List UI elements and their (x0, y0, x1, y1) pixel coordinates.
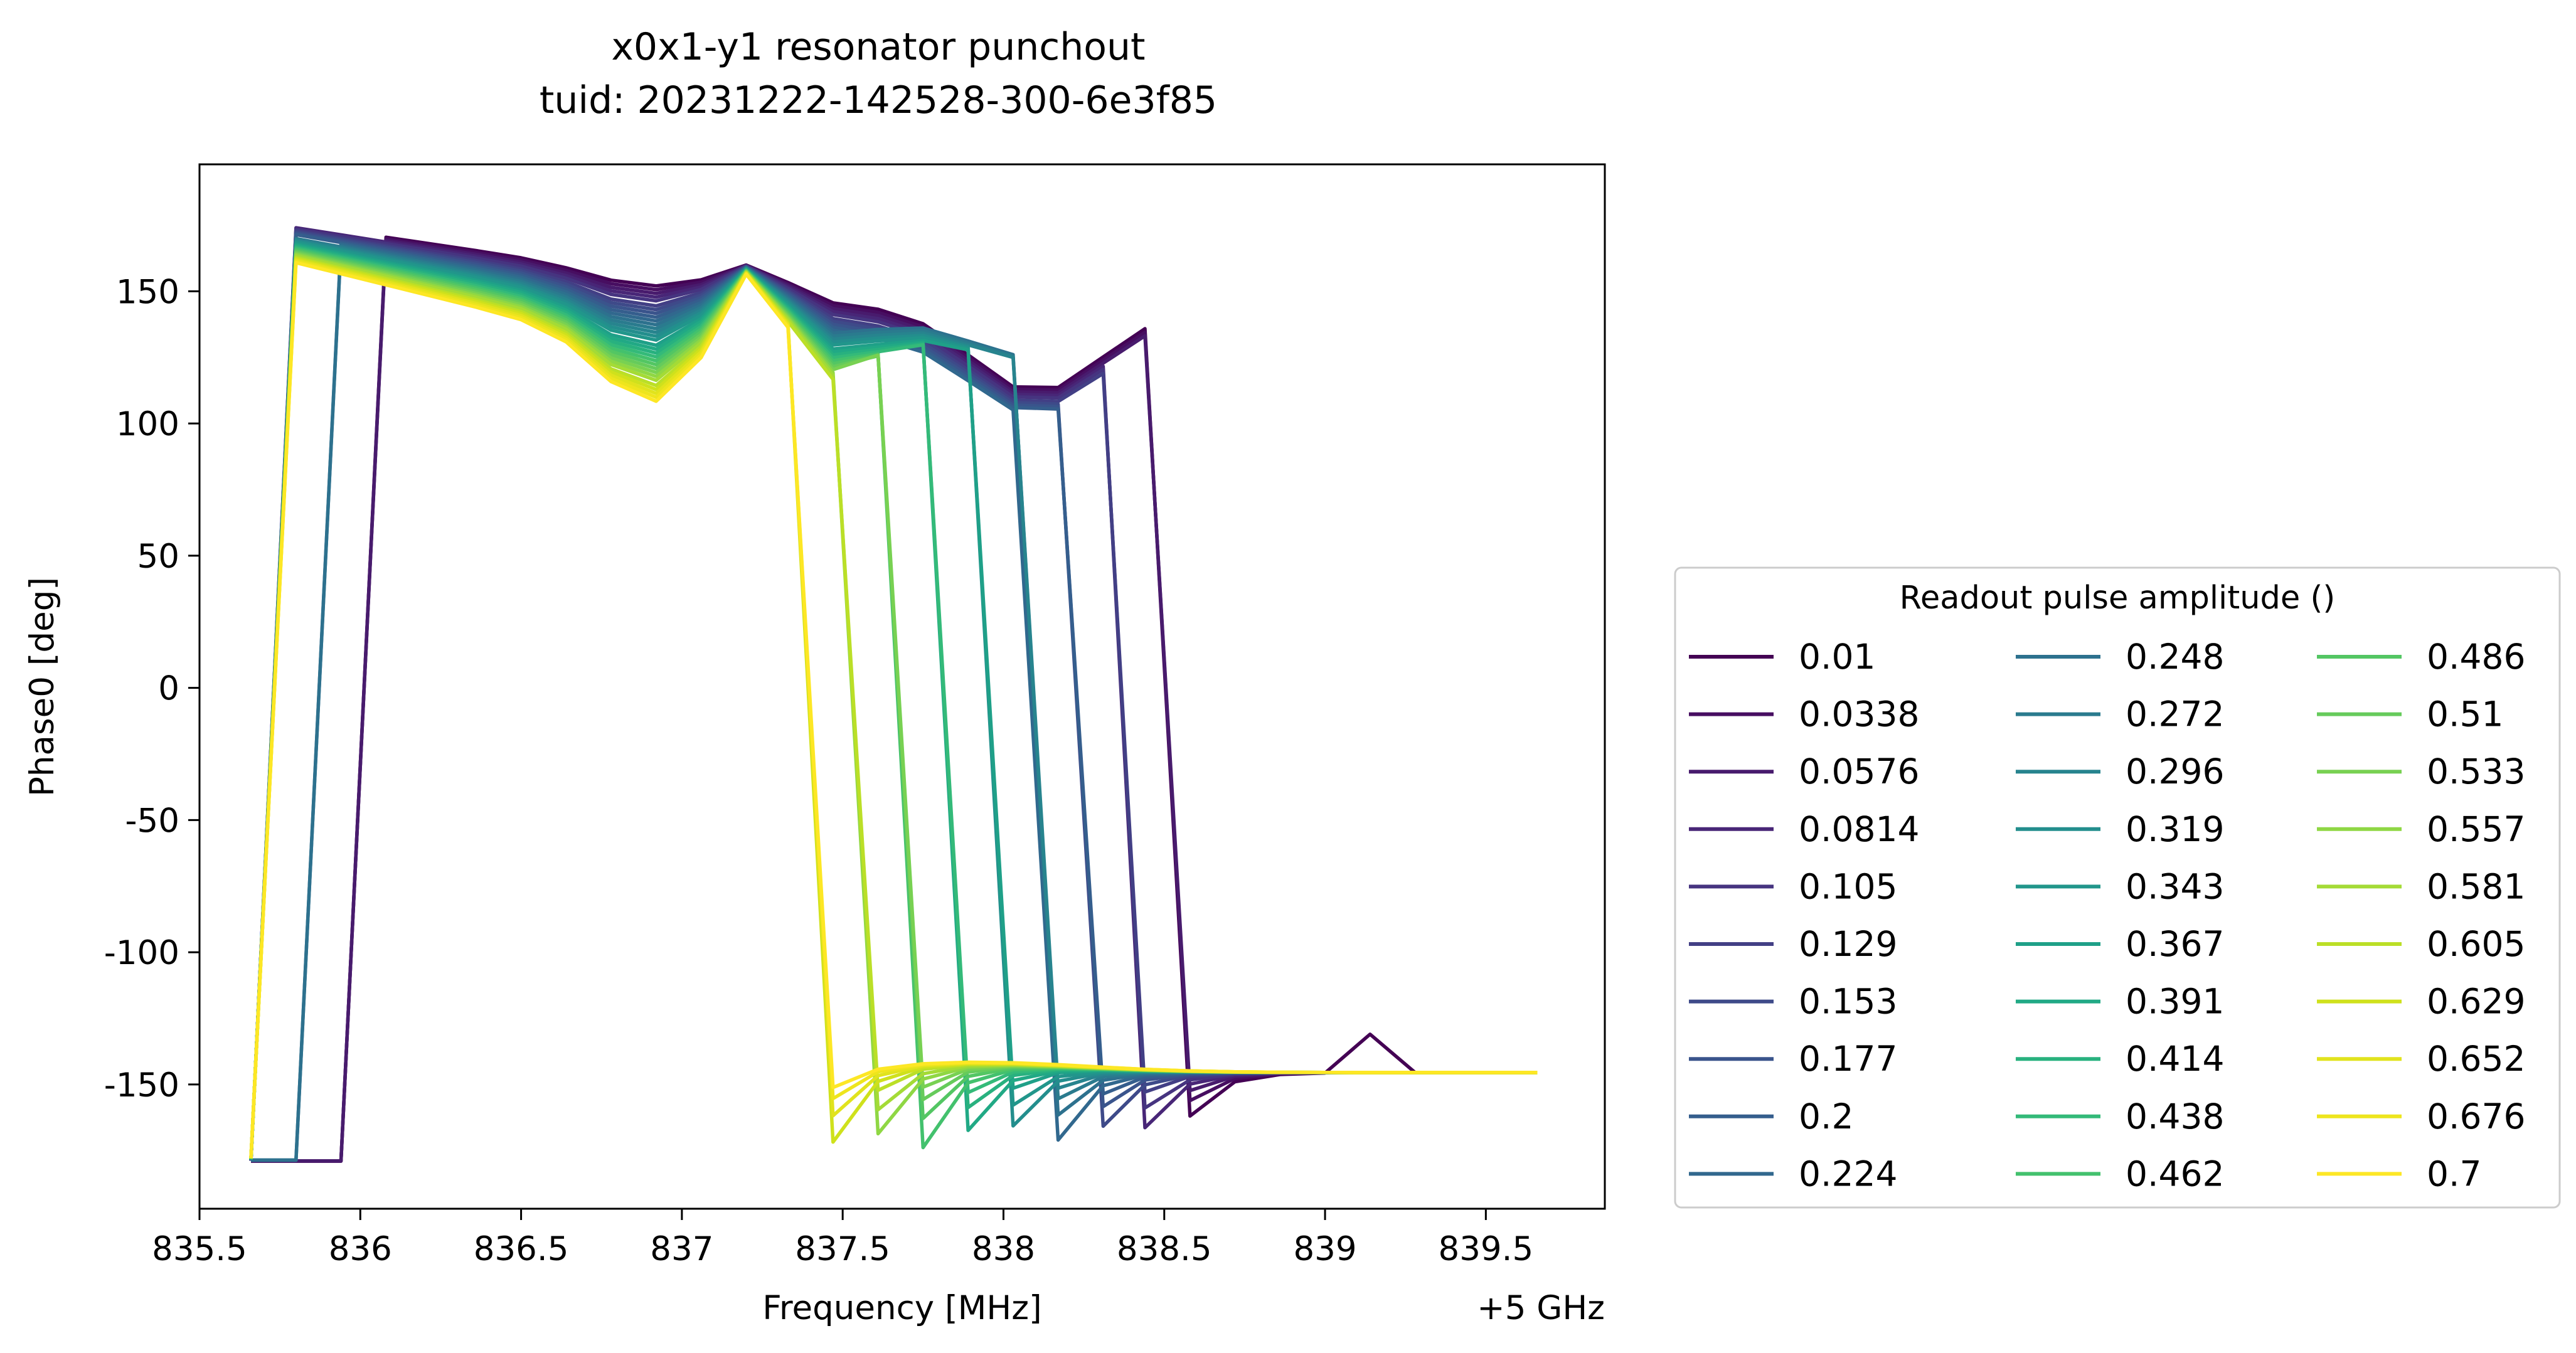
x-axis-label: Frequency [MHz] (762, 1289, 1041, 1327)
series-layer (249, 226, 1538, 1163)
series-line-0-0338 (251, 236, 1538, 1163)
y-tick-label: -150 (104, 1066, 179, 1105)
chart-subtitle: tuid: 20231222-142528-300-6e3f85 (540, 78, 1217, 122)
y-tick-label: -100 (104, 934, 179, 972)
series-line-0-105 (249, 227, 1538, 1161)
series-line-0-652 (249, 258, 1538, 1159)
x-axis-offset-label: +5 GHz (1477, 1289, 1605, 1327)
y-axis-label: Phase0 [deg] (23, 577, 61, 797)
legend-label: 0.557 (2427, 809, 2525, 849)
legend-label: 0.105 (1799, 866, 1897, 906)
series-line-0-177 (249, 231, 1538, 1161)
x-tick-label: 838 (972, 1230, 1035, 1268)
legend-label: 0.462 (2126, 1154, 2224, 1194)
series-line-0-248 (251, 243, 1538, 1162)
series-line-0-391 (249, 243, 1538, 1160)
y-tick-label: 100 (116, 405, 179, 443)
x-tick-label: 836 (329, 1230, 392, 1268)
series-line-0-462 (249, 247, 1538, 1159)
series-line-0-486 (249, 248, 1538, 1159)
legend-frame (1674, 566, 2561, 1209)
x-tick-label: 837 (650, 1230, 713, 1268)
legend-items: 0.01 0.0338 0.0576 0.0814 0.105 0.129 0.153 0.1… (1689, 637, 2525, 1194)
legend-label: 0.7 (2427, 1154, 2481, 1194)
series-line-0-605 (249, 255, 1538, 1159)
series-line-0-0814 (249, 226, 1538, 1161)
plot-frame (198, 163, 1606, 1210)
series-line-0-7 (249, 261, 1538, 1159)
legend-label: 0.2 (1799, 1096, 1853, 1137)
legend-label: 0.343 (2126, 866, 2224, 906)
x-tick-label: 836.5 (474, 1230, 569, 1268)
series-line-0-676 (249, 259, 1538, 1159)
x-tick-label: 839 (1293, 1230, 1356, 1268)
series-line-0-272 (249, 236, 1538, 1160)
series-line-0-414 (249, 245, 1538, 1160)
x-tick-label: 838.5 (1117, 1230, 1212, 1268)
legend-label: 0.676 (2427, 1096, 2525, 1137)
legend-label: 0.272 (2126, 694, 2224, 735)
legend-label: 0.533 (2427, 751, 2525, 792)
series-line-0-129 (249, 229, 1538, 1161)
series-line-0-2 (249, 233, 1538, 1160)
y-tick-label: 150 (116, 273, 179, 311)
x-axis-ticks: 835.5 836 836.5 837 837.5 838 838.5 839 839.5 (152, 1209, 1533, 1268)
series-line-0-0576 (251, 238, 1538, 1163)
series-line-0-51 (249, 250, 1538, 1159)
legend-label: 0.629 (2427, 982, 2525, 1022)
y-tick-label: 0 (158, 670, 179, 708)
series-line-0-533 (249, 251, 1538, 1159)
legend-label: 0.153 (1799, 982, 1897, 1022)
y-axis-ticks: 150 100 50 0 -50 -100 -150 (104, 273, 200, 1105)
series-line-0-153 (249, 230, 1538, 1161)
series-line-0-319 (249, 239, 1538, 1160)
legend-label: 0.391 (2126, 982, 2224, 1022)
legend-label: 0.0576 (1799, 751, 1919, 792)
legend-label: 0.248 (2126, 637, 2224, 677)
legend-label: 0.319 (2126, 809, 2224, 849)
legend-label: 0.01 (1799, 637, 1875, 677)
legend-label: 0.177 (1799, 1039, 1897, 1079)
x-tick-label: 839.5 (1438, 1230, 1533, 1268)
legend-label: 0.414 (2126, 1039, 2224, 1079)
legend-label: 0.367 (2126, 924, 2224, 964)
legend-label: 0.224 (1799, 1154, 1897, 1194)
chart-title: x0x1-y1 resonator punchout (611, 25, 1145, 69)
series-line-0-438 (249, 246, 1538, 1160)
series-line-0-296 (249, 238, 1538, 1160)
series-line-0-01 (251, 235, 1538, 1163)
series-line-0-343 (249, 240, 1538, 1160)
y-tick-label: -50 (125, 802, 179, 840)
legend-label: 0.129 (1799, 924, 1897, 964)
legend-label: 0.0814 (1799, 809, 1919, 849)
legend-label: 0.0338 (1799, 694, 1919, 735)
legend-label: 0.296 (2126, 751, 2224, 792)
legend-label: 0.652 (2427, 1039, 2525, 1079)
legend-label: 0.581 (2427, 866, 2525, 906)
legend-label: 0.438 (2126, 1096, 2224, 1137)
legend-label: 0.51 (2427, 694, 2503, 735)
series-line-0-629 (249, 257, 1538, 1159)
x-tick-label: 835.5 (152, 1230, 247, 1268)
series-line-0-581 (249, 254, 1538, 1159)
legend-label: 0.486 (2427, 637, 2525, 677)
series-line-0-367 (249, 242, 1538, 1160)
legend: Readout pulse amplitude () 0.010.03380.0… (1674, 566, 2561, 1209)
legend-label: 0.605 (2427, 924, 2525, 964)
series-line-0-224 (251, 242, 1538, 1162)
legend-title: Readout pulse amplitude () (1900, 580, 2336, 617)
x-tick-label: 837.5 (795, 1230, 890, 1268)
y-tick-label: 50 (137, 538, 179, 576)
series-line-0-557 (249, 252, 1538, 1159)
